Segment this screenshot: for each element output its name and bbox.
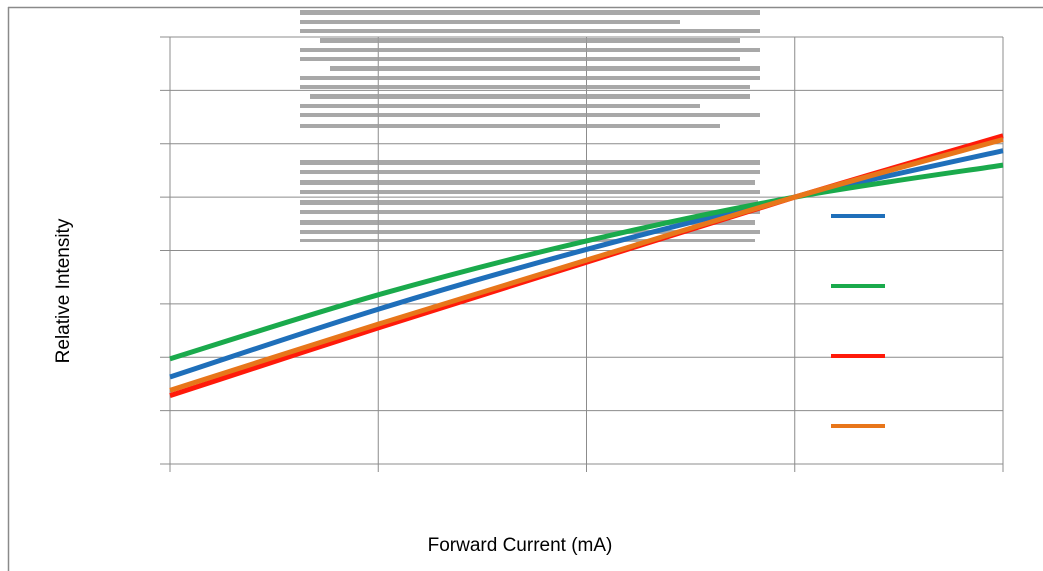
x-axis-title: Forward Current (mA) — [428, 535, 613, 556]
legend — [831, 214, 885, 428]
series-line-1 — [169, 148, 1004, 380]
y-axis-title: Relative Intensity — [53, 218, 74, 363]
series-lines — [169, 133, 1004, 399]
watermark-logo — [300, 10, 760, 242]
grid — [160, 36, 1004, 472]
series-line-4 — [169, 137, 1004, 393]
series-line-2 — [169, 162, 1004, 362]
